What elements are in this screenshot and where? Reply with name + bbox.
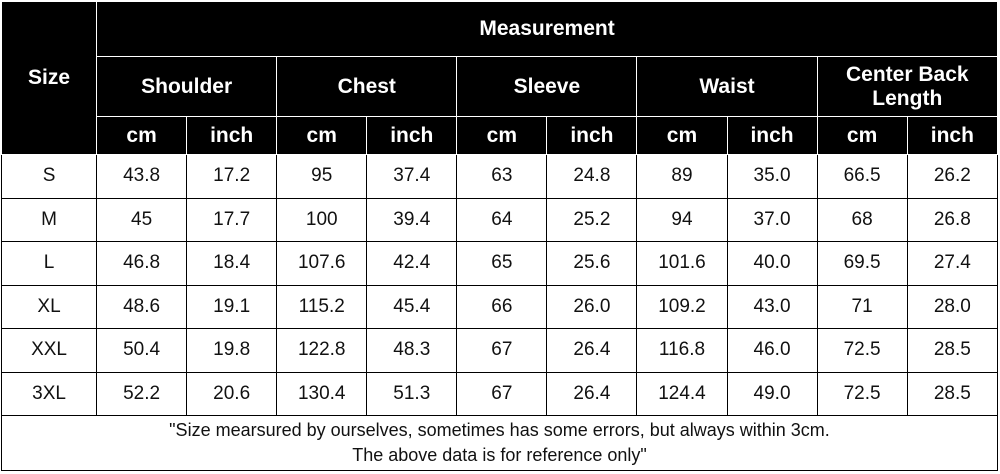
size-header: Size bbox=[0, 1, 98, 155]
size-cell: L bbox=[0, 241, 98, 286]
value-cell: 48.3 bbox=[366, 328, 458, 373]
value-cell: 26.8 bbox=[906, 197, 999, 242]
value-cell: 67 bbox=[456, 328, 548, 373]
value-cell: 72.5 bbox=[816, 328, 908, 373]
value-cell: 63 bbox=[456, 154, 548, 199]
value-cell: 26.2 bbox=[906, 154, 999, 199]
value-cell: 43.0 bbox=[726, 284, 818, 329]
value-cell: 95 bbox=[276, 154, 368, 199]
value-cell: 66.5 bbox=[816, 154, 908, 199]
value-cell: 45 bbox=[96, 197, 188, 242]
value-cell: 116.8 bbox=[636, 328, 728, 373]
value-cell: 17.2 bbox=[186, 154, 278, 199]
group-header: Sleeve bbox=[456, 56, 638, 117]
value-cell: 28.5 bbox=[906, 371, 999, 416]
size-cell: XL bbox=[0, 284, 98, 329]
value-cell: 26.4 bbox=[546, 328, 638, 373]
unit-header: cm bbox=[816, 116, 908, 155]
unit-header: inch bbox=[726, 116, 818, 155]
value-cell: 51.3 bbox=[366, 371, 458, 416]
value-cell: 124.4 bbox=[636, 371, 728, 416]
value-cell: 46.0 bbox=[726, 328, 818, 373]
value-cell: 25.2 bbox=[546, 197, 638, 242]
value-cell: 94 bbox=[636, 197, 728, 242]
value-cell: 115.2 bbox=[276, 284, 368, 329]
value-cell: 37.4 bbox=[366, 154, 458, 199]
size-cell: XXL bbox=[0, 328, 98, 373]
value-cell: 18.4 bbox=[186, 241, 278, 286]
unit-header: cm bbox=[636, 116, 728, 155]
value-cell: 72.5 bbox=[816, 371, 908, 416]
value-cell: 49.0 bbox=[726, 371, 818, 416]
value-cell: 25.6 bbox=[546, 241, 638, 286]
value-cell: 28.0 bbox=[906, 284, 999, 329]
group-header: Waist bbox=[636, 56, 818, 117]
value-cell: 24.8 bbox=[546, 154, 638, 199]
value-cell: 27.4 bbox=[906, 241, 999, 286]
value-cell: 64 bbox=[456, 197, 548, 242]
value-cell: 122.8 bbox=[276, 328, 368, 373]
value-cell: 67 bbox=[456, 371, 548, 416]
unit-header: inch bbox=[906, 116, 999, 155]
value-cell: 46.8 bbox=[96, 241, 188, 286]
unit-header: cm bbox=[456, 116, 548, 155]
value-cell: 39.4 bbox=[366, 197, 458, 242]
group-header: Center Back Length bbox=[816, 56, 999, 117]
value-cell: 45.4 bbox=[366, 284, 458, 329]
value-cell: 69.5 bbox=[816, 241, 908, 286]
footer-line: "Size mearsured by ourselves, sometimes … bbox=[169, 420, 830, 440]
table-row: XXL 50.4 19.8 122.8 48.3 67 26.4 116.8 46.0 72.5 2… bbox=[0, 328, 999, 373]
value-cell: 40.0 bbox=[726, 241, 818, 286]
value-cell: 42.4 bbox=[366, 241, 458, 286]
unit-header: inch bbox=[186, 116, 278, 155]
table-row: XL 48.6 19.1 115.2 45.4 66 26.0 109.2 43.0 71 28.0 bbox=[0, 284, 999, 329]
value-cell: 26.4 bbox=[546, 371, 638, 416]
unit-header: cm bbox=[96, 116, 188, 155]
value-cell: 37.0 bbox=[726, 197, 818, 242]
value-cell: 130.4 bbox=[276, 371, 368, 416]
value-cell: 65 bbox=[456, 241, 548, 286]
value-cell: 43.8 bbox=[96, 154, 188, 199]
value-cell: 48.6 bbox=[96, 284, 188, 329]
value-cell: 19.1 bbox=[186, 284, 278, 329]
value-cell: 107.6 bbox=[276, 241, 368, 286]
value-cell: 52.2 bbox=[96, 371, 188, 416]
value-cell: 68 bbox=[816, 197, 908, 242]
table-row: M 45 17.7 100 39.4 64 25.2 94 37.0 68 26.8 bbox=[0, 197, 999, 242]
value-cell: 20.6 bbox=[186, 371, 278, 416]
value-cell: 26.0 bbox=[546, 284, 638, 329]
table-row: "Size mearsured by ourselves, sometimes … bbox=[1, 415, 998, 471]
value-cell: 50.4 bbox=[96, 328, 188, 373]
measurement-header: Measurement bbox=[96, 1, 998, 57]
unit-header: inch bbox=[366, 116, 458, 155]
table-row: Size Measurement bbox=[0, 1, 998, 155]
value-cell: 109.2 bbox=[636, 284, 728, 329]
size-cell: S bbox=[0, 154, 98, 199]
table-row: Shoulder Chest Sleeve Waist Center Back Leng… bbox=[2, 56, 999, 117]
footer-note: "Size mearsured by ourselves, sometimes … bbox=[1, 415, 998, 471]
table-row: 3XL 52.2 20.6 130.4 51.3 67 26.4 124.4 49.0 72.5 2… bbox=[0, 371, 999, 416]
unit-header: cm bbox=[276, 116, 368, 155]
group-header: Shoulder bbox=[96, 56, 278, 117]
value-cell: 19.8 bbox=[186, 328, 278, 373]
size-cell: 3XL bbox=[0, 371, 98, 416]
value-cell: 66 bbox=[456, 284, 548, 329]
value-cell: 101.6 bbox=[636, 241, 728, 286]
size-cell: M bbox=[0, 197, 98, 242]
unit-header: inch bbox=[546, 116, 638, 155]
group-header: Chest bbox=[276, 56, 458, 117]
table-row: L 46.8 18.4 107.6 42.4 65 25.6 101.6 40.0 69.5 27.… bbox=[0, 241, 999, 286]
value-cell: 100 bbox=[276, 197, 368, 242]
value-cell: 89 bbox=[636, 154, 728, 199]
value-cell: 28.5 bbox=[906, 328, 999, 373]
value-cell: 35.0 bbox=[726, 154, 818, 199]
value-cell: 71 bbox=[816, 284, 908, 329]
table-row: S 43.8 17.2 95 37.4 63 24.8 89 35.0 66.5 26.2 bbox=[0, 154, 999, 199]
table-row: cm inch cm inch cm inch cm inch cm inch bbox=[2, 116, 999, 155]
value-cell: 17.7 bbox=[186, 197, 278, 242]
footer-line: The above data is for reference only" bbox=[352, 445, 647, 465]
